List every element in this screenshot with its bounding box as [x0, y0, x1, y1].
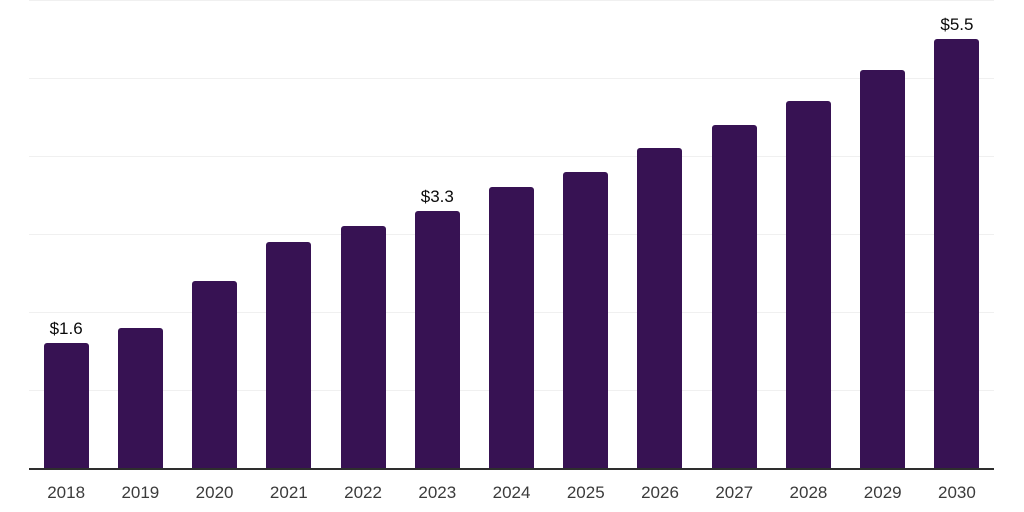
x-axis-tick-labels: 2018 2019 2020 2021 2022 2023 2024 2025 2026 2027… [29, 483, 994, 503]
bar-2019 [117, 327, 163, 468]
bar-slot-2024 [474, 0, 548, 468]
bar-slot-2019 [103, 0, 177, 468]
bar-value-label-2023: $3.3 [420, 186, 454, 206]
bar-value-label-2018: $1.6 [49, 319, 83, 339]
x-tick-label-2024: 2024 [492, 483, 531, 502]
x-tick-label-2020: 2020 [195, 483, 234, 502]
x-tick-label-2025: 2025 [566, 483, 605, 502]
bar-2021 [266, 241, 312, 468]
bar-2029 [860, 70, 906, 468]
x-tick-label-2018: 2018 [47, 483, 86, 502]
x-tick-label-2030: 2030 [938, 483, 976, 502]
plot-area: $1.6 $3.3 $5.5 [29, 0, 994, 468]
bar-2025 [563, 171, 609, 468]
bar-slot-2027 [697, 0, 771, 468]
x-tick-label-2023: 2023 [418, 483, 457, 502]
bar-2026 [637, 148, 683, 468]
gridline [29, 156, 994, 157]
bar-slot-2025 [549, 0, 623, 468]
bar-2023 [414, 210, 460, 468]
x-tick-label-2028: 2028 [789, 483, 828, 502]
x-tick-label-2029: 2029 [863, 483, 902, 502]
bar-2030 [934, 39, 980, 468]
bar-slot-2021 [252, 0, 326, 468]
x-tick-label-2019: 2019 [121, 483, 160, 502]
bar-2027 [711, 124, 757, 468]
gridline [29, 0, 994, 1]
bar-2028 [785, 101, 831, 468]
x-tick-label-2022: 2022 [344, 483, 382, 502]
bar-slot-2030: $5.5 [920, 0, 994, 468]
bar-slot-2023: $3.3 [400, 0, 474, 468]
bar-2018 [43, 343, 89, 468]
bar-2022 [340, 226, 386, 468]
bar-2024 [489, 187, 535, 468]
bar-slot-2018: $1.6 [29, 0, 103, 468]
bar-slot-2026 [623, 0, 697, 468]
bar-slot-2022 [326, 0, 400, 468]
bar-slot-2028 [771, 0, 845, 468]
gridline [29, 78, 994, 79]
bar-series: $1.6 $3.3 $5.5 [29, 0, 994, 468]
bar-2020 [192, 280, 238, 468]
x-tick-label-2026: 2026 [641, 483, 679, 502]
bar-value-label-2030: $5.5 [940, 15, 974, 34]
bar-slot-2020 [177, 0, 251, 468]
bar-slot-2029 [846, 0, 920, 468]
x-axis-line [29, 468, 994, 470]
x-tick-label-2021: 2021 [269, 483, 308, 502]
x-tick-label-2027: 2027 [715, 483, 754, 502]
